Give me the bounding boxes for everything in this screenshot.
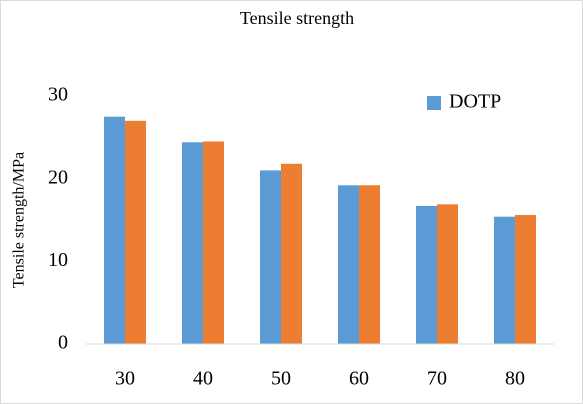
x-tick-label: 70 [427,368,447,390]
x-tick-label: 40 [193,368,213,390]
x-tick-label: 50 [271,368,291,390]
bar [437,204,458,344]
bar [359,185,380,344]
bar [104,116,125,345]
legend-label: DOTP [449,91,501,113]
x-tick-label: 80 [505,368,525,390]
y-tick-label: 30 [48,84,68,106]
bar [515,215,536,344]
bar [338,185,359,344]
x-tick-label: 30 [115,368,135,390]
legend-swatch [427,96,441,110]
x-tick-label: 60 [349,368,369,390]
bar [182,142,203,344]
y-tick-label: 10 [48,249,68,271]
y-axis-label: Tensile strength/MPa [11,152,28,288]
bar [203,141,224,344]
bar [494,216,515,344]
y-tick-label: 0 [58,332,68,354]
bar [125,120,146,344]
chart-title: Tensile strength [240,8,354,28]
bar [416,205,437,344]
bar [281,163,302,344]
y-tick-label: 20 [48,166,68,188]
bar [260,170,281,344]
